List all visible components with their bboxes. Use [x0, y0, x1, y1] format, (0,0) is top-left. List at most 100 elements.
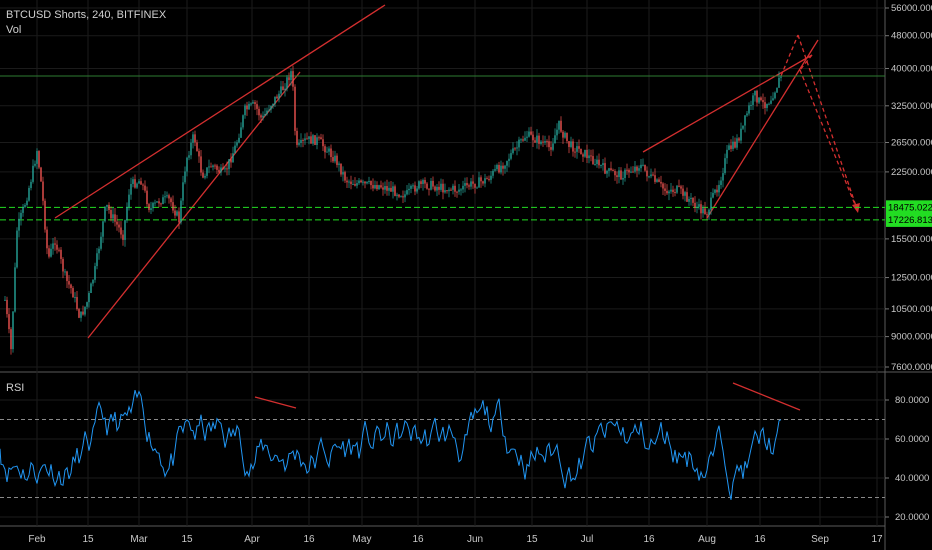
candle-body: [770, 100, 772, 104]
candle-body: [558, 120, 560, 130]
candle-body: [624, 169, 626, 178]
candle-body: [604, 163, 606, 174]
candle-body: [398, 194, 400, 197]
candle-body: [754, 90, 756, 96]
candle-body: [460, 189, 462, 191]
candle-body: [530, 131, 532, 135]
candle-body: [252, 102, 254, 104]
candle-body: [772, 98, 774, 101]
candle-body: [590, 155, 592, 157]
candle-body: [520, 139, 522, 141]
candle-body: [482, 181, 484, 184]
candle-body: [4, 299, 6, 301]
candle-body: [706, 214, 708, 216]
candle-body: [710, 197, 712, 210]
candle-body: [160, 203, 162, 205]
x-tick-label: 17: [871, 534, 883, 545]
candle-body: [596, 159, 598, 165]
candle-body: [150, 208, 152, 210]
candle-body: [738, 138, 740, 141]
candle-body: [236, 142, 238, 146]
candle-body: [232, 153, 234, 163]
candle-body: [86, 302, 88, 307]
price-tag-label: 17226.8132: [888, 215, 932, 226]
candle-body: [198, 151, 200, 157]
candle-body: [30, 181, 32, 188]
candle-body: [544, 141, 546, 143]
candle-body: [470, 181, 472, 187]
candle-body: [42, 181, 44, 201]
candle-body: [762, 100, 764, 103]
candle-body: [126, 206, 128, 221]
candle-body: [518, 139, 520, 148]
candle-body: [476, 187, 478, 189]
candle-body: [750, 104, 752, 106]
candle-body: [766, 103, 768, 109]
candle-body: [318, 137, 320, 139]
candle-body: [578, 146, 580, 149]
candles: [4, 65, 782, 355]
candle-body: [340, 163, 342, 175]
candle-body: [18, 218, 20, 231]
candle-body: [778, 77, 780, 88]
candle-body: [426, 183, 428, 189]
candle-body: [242, 115, 244, 128]
candle-body: [284, 88, 286, 91]
candle-body: [446, 190, 448, 192]
candle-body: [478, 177, 480, 188]
candle-body: [484, 178, 486, 184]
candle-body: [712, 192, 714, 198]
y-tick-label: 48000.0000: [891, 31, 932, 42]
candle-body: [266, 110, 268, 114]
candle-body: [238, 137, 240, 143]
candle-body: [216, 165, 218, 170]
candle-body: [668, 191, 670, 194]
rsi-divergence-line: [254, 396, 297, 409]
candle-body: [524, 137, 526, 141]
candle-body: [332, 157, 334, 162]
candle-body: [40, 167, 42, 182]
candle-body: [268, 109, 270, 111]
candle-body: [184, 171, 186, 183]
candle-body: [212, 165, 214, 168]
y-tick-label: 26500.0000: [891, 137, 932, 148]
candle-body: [16, 230, 18, 268]
support-lines: [0, 75, 885, 221]
candle-body: [502, 165, 504, 169]
candle-body: [354, 184, 356, 186]
candle-body: [382, 187, 384, 190]
candle-body: [692, 197, 694, 203]
candle-body: [246, 105, 248, 110]
candle-body: [276, 96, 278, 99]
candle-body: [272, 103, 274, 107]
candle-body: [758, 97, 760, 103]
candle-body: [146, 190, 148, 205]
candle-body: [262, 115, 264, 118]
candle-body: [348, 181, 350, 183]
candle-body: [466, 183, 468, 186]
candle-body: [516, 147, 518, 149]
candle-body: [258, 108, 260, 116]
candle-body: [162, 197, 164, 205]
candle-body: [294, 86, 296, 131]
candle-body: [684, 192, 686, 196]
price-tag: [886, 212, 932, 227]
candle-body: [610, 168, 612, 171]
candle-body: [278, 93, 280, 99]
candle-body: [774, 92, 776, 99]
candle-body: [254, 102, 256, 105]
candle-body: [80, 311, 82, 318]
candle-body: [462, 185, 464, 190]
candle-body: [726, 149, 728, 159]
rsi-panel: [0, 382, 885, 500]
candle-body: [84, 306, 86, 315]
candle-body: [62, 258, 64, 272]
candle-body: [362, 181, 364, 183]
x-tick-label: 16: [412, 534, 424, 545]
candle-body: [330, 148, 332, 158]
candle-body: [142, 184, 144, 186]
y-tick-label: 40000.0000: [891, 63, 932, 74]
candle-body: [10, 329, 12, 350]
candle-body: [92, 279, 94, 284]
